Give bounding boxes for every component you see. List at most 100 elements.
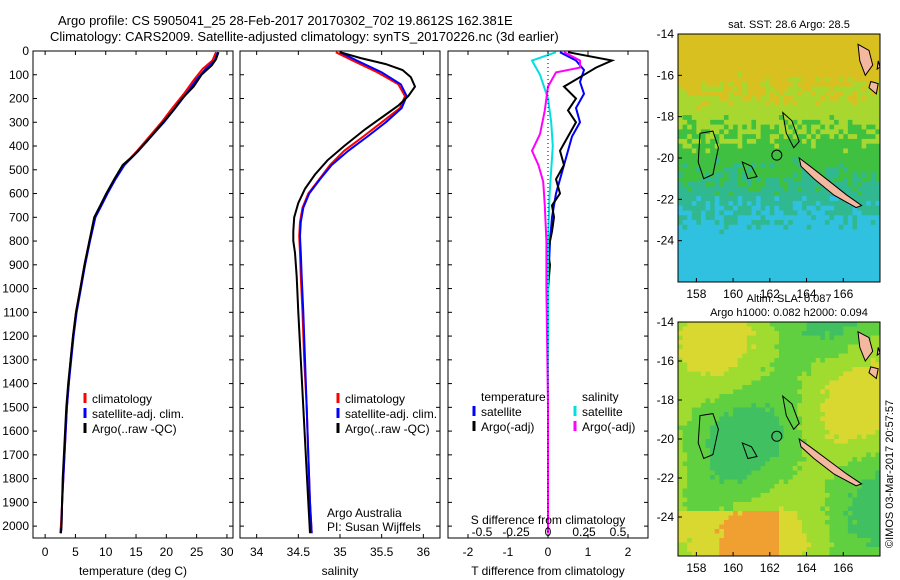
sla-map-cell: [751, 412, 757, 417]
sla-map-cell: [696, 497, 702, 503]
sla-map-cell: [678, 322, 683, 327]
sla-map-cell: [829, 520, 835, 525]
sst-map-cell: [811, 181, 817, 188]
sst-map-cell: [829, 243, 835, 250]
sla-map-cell: [866, 358, 872, 363]
sst-map-cell: [723, 138, 729, 145]
sst-map-cell: [820, 124, 826, 130]
sst-map-cell: [779, 167, 784, 173]
sst-map-cell: [866, 234, 872, 240]
sla-map-cell: [829, 529, 835, 534]
sst-map-cell: [870, 210, 876, 216]
sla-map-cell: [696, 340, 702, 345]
sla-map-cell: [829, 371, 835, 377]
sla-map-cell: [792, 448, 798, 453]
sst-map-cell: [806, 220, 812, 226]
sst-map-cell: [838, 267, 844, 273]
sla-map-cell: [875, 340, 881, 345]
sla-map-cell: [737, 448, 743, 453]
sst-map-cell: [737, 134, 743, 140]
sla-map-cell: [746, 452, 752, 458]
sla-map-cell: [811, 506, 817, 512]
sla-map-cell: [847, 367, 853, 372]
sla-map-cell: [751, 551, 757, 557]
sst-map-cell: [691, 224, 697, 230]
sla-map-cell: [756, 511, 762, 516]
sla-map-cell: [687, 542, 693, 548]
sla-map-cell: [824, 439, 830, 444]
sst-map-cell: [760, 86, 766, 92]
sla-map-cell: [687, 497, 693, 503]
sst-map-cell: [710, 229, 716, 235]
sla-map-cell: [829, 403, 835, 408]
sst-map-cell: [834, 200, 840, 207]
sst-map-cell: [829, 272, 835, 278]
sla-map-cell: [710, 533, 716, 539]
sst-map-cell: [779, 72, 784, 78]
sst-map-cell: [756, 181, 762, 188]
sla-map-cell: [779, 547, 784, 552]
sla-map-cell: [760, 331, 766, 336]
sst-map-cell: [861, 119, 867, 126]
sla-map-cell: [728, 416, 734, 422]
sla-map-cell: [719, 470, 725, 476]
sst-map-cell: [733, 186, 739, 192]
sla-map-cell: [710, 515, 716, 521]
sst-map-cell: [866, 196, 872, 202]
sst-map-cell: [834, 96, 840, 102]
sst-map-cell: [705, 262, 711, 269]
sst-map-cell: [797, 81, 803, 87]
sla-map-cell: [857, 529, 863, 534]
sla-map-cell: [710, 430, 716, 435]
sla-map-cell: [751, 484, 757, 489]
sla-map-cell: [700, 349, 706, 354]
sst-map-cell: [797, 196, 803, 202]
sst-map-cell: [705, 110, 711, 116]
sst-map-cell: [857, 34, 863, 40]
sst-map-cell: [779, 272, 784, 278]
sst-map-cell: [861, 205, 867, 211]
sla-map-cell: [875, 371, 881, 377]
sla-map-cell: [797, 340, 803, 345]
sst-map-cell: [788, 277, 794, 283]
sla-map-cell: [751, 475, 757, 480]
sst-map-cell: [779, 215, 784, 221]
sst-map-cell: [696, 115, 702, 121]
sla-map-cell: [797, 385, 803, 390]
sst-map-cell: [847, 205, 853, 211]
sla-map-cell: [792, 506, 798, 512]
sla-map-cell: [801, 497, 807, 503]
sst-map-cell: [820, 267, 826, 273]
sla-map-cell: [838, 353, 844, 359]
sla-map-cell: [765, 385, 771, 390]
sla-map-cell: [852, 502, 858, 507]
sla-map-cell: [847, 398, 853, 404]
sst-map-cell: [820, 158, 826, 164]
sst-map-cell: [792, 186, 798, 192]
sla-map-cell: [742, 542, 748, 548]
sst-map-cell: [834, 72, 840, 78]
sst-map-cell: [857, 272, 863, 278]
sst-map-cell: [728, 105, 734, 111]
sla-map-land: [798, 437, 863, 487]
sst-map-cell: [797, 105, 803, 111]
sla-map-cell: [769, 511, 775, 516]
sla-map-cell: [875, 488, 881, 494]
sla-map-cell: [829, 322, 835, 327]
sst-map-cell: [687, 253, 693, 259]
sla-map-cell: [834, 335, 840, 341]
sla-map-cell: [797, 466, 803, 471]
salinity-xtick-label: 34: [250, 545, 264, 559]
sla-map-cell: [746, 502, 752, 507]
sla-map-cell: [824, 452, 830, 458]
sla-map-cell: [783, 484, 789, 489]
sst-map-cell: [756, 134, 762, 140]
sla-map-cell: [742, 493, 748, 498]
sst-map-cell: [691, 158, 697, 164]
sla-map-cell: [769, 551, 775, 557]
sst-map-cell: [756, 239, 762, 245]
sla-map-cell: [861, 529, 867, 534]
sst-map-cell: [765, 119, 771, 126]
sst-map-cell: [875, 124, 881, 130]
sst-map-cell: [815, 229, 821, 235]
